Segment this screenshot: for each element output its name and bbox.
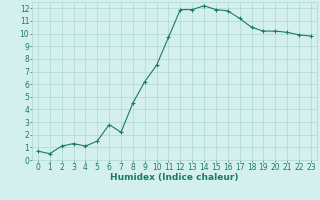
X-axis label: Humidex (Indice chaleur): Humidex (Indice chaleur) [110, 173, 239, 182]
